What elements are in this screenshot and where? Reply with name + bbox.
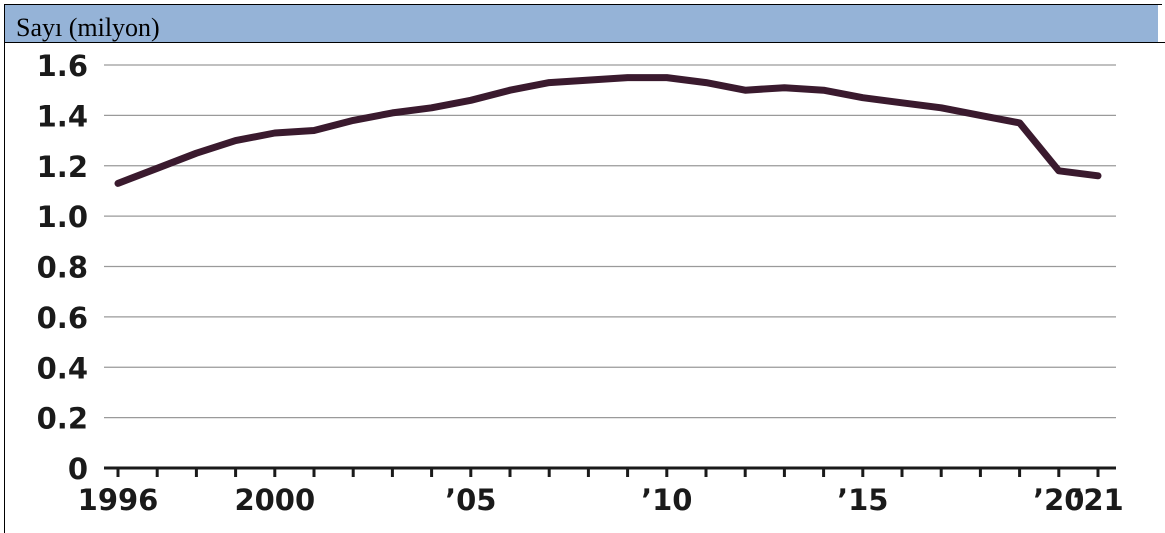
x-tick-label: 2000: [234, 483, 315, 517]
gridlines: [104, 64, 1116, 419]
chart-title: Sayı (milyon): [16, 13, 160, 42]
x-axis: [104, 466, 1116, 477]
x-tick-label: ’21: [1072, 483, 1123, 517]
header-divider: [1158, 42, 1165, 43]
y-tick-label: 1.6: [37, 49, 88, 83]
y-tick-label: 0.6: [37, 301, 88, 335]
y-tick-labels: 0 0.2 0.4 0.6 0.8 1.0 1.2 1.4 1.6: [37, 49, 88, 486]
x-tick-label: ’10: [641, 483, 692, 517]
x-tick-label: ’15: [837, 483, 888, 517]
x-tick-label: ’20: [1033, 483, 1084, 517]
y-tick-label: 1.2: [37, 150, 88, 184]
y-tick-label: 0.2: [37, 402, 88, 436]
series-line: [114, 74, 1102, 187]
y-tick-label: 1.4: [37, 99, 88, 133]
y-tick-label: 0: [68, 452, 88, 486]
y-tick-label: 1.0: [37, 200, 88, 234]
x-tick-label: 1996: [78, 483, 159, 517]
y-tick-label: 0.4: [37, 351, 88, 385]
series-lines: [114, 74, 1102, 187]
x-tick-label: ’05: [445, 483, 496, 517]
figure-frame: [4, 4, 1162, 533]
chart-header: Sayı (milyon): [5, 5, 1158, 43]
x-tick-labels: 1996 2000 ’05 ’10 ’15 ’20’21: [78, 483, 1124, 517]
y-tick-label: 0.8: [37, 251, 88, 285]
